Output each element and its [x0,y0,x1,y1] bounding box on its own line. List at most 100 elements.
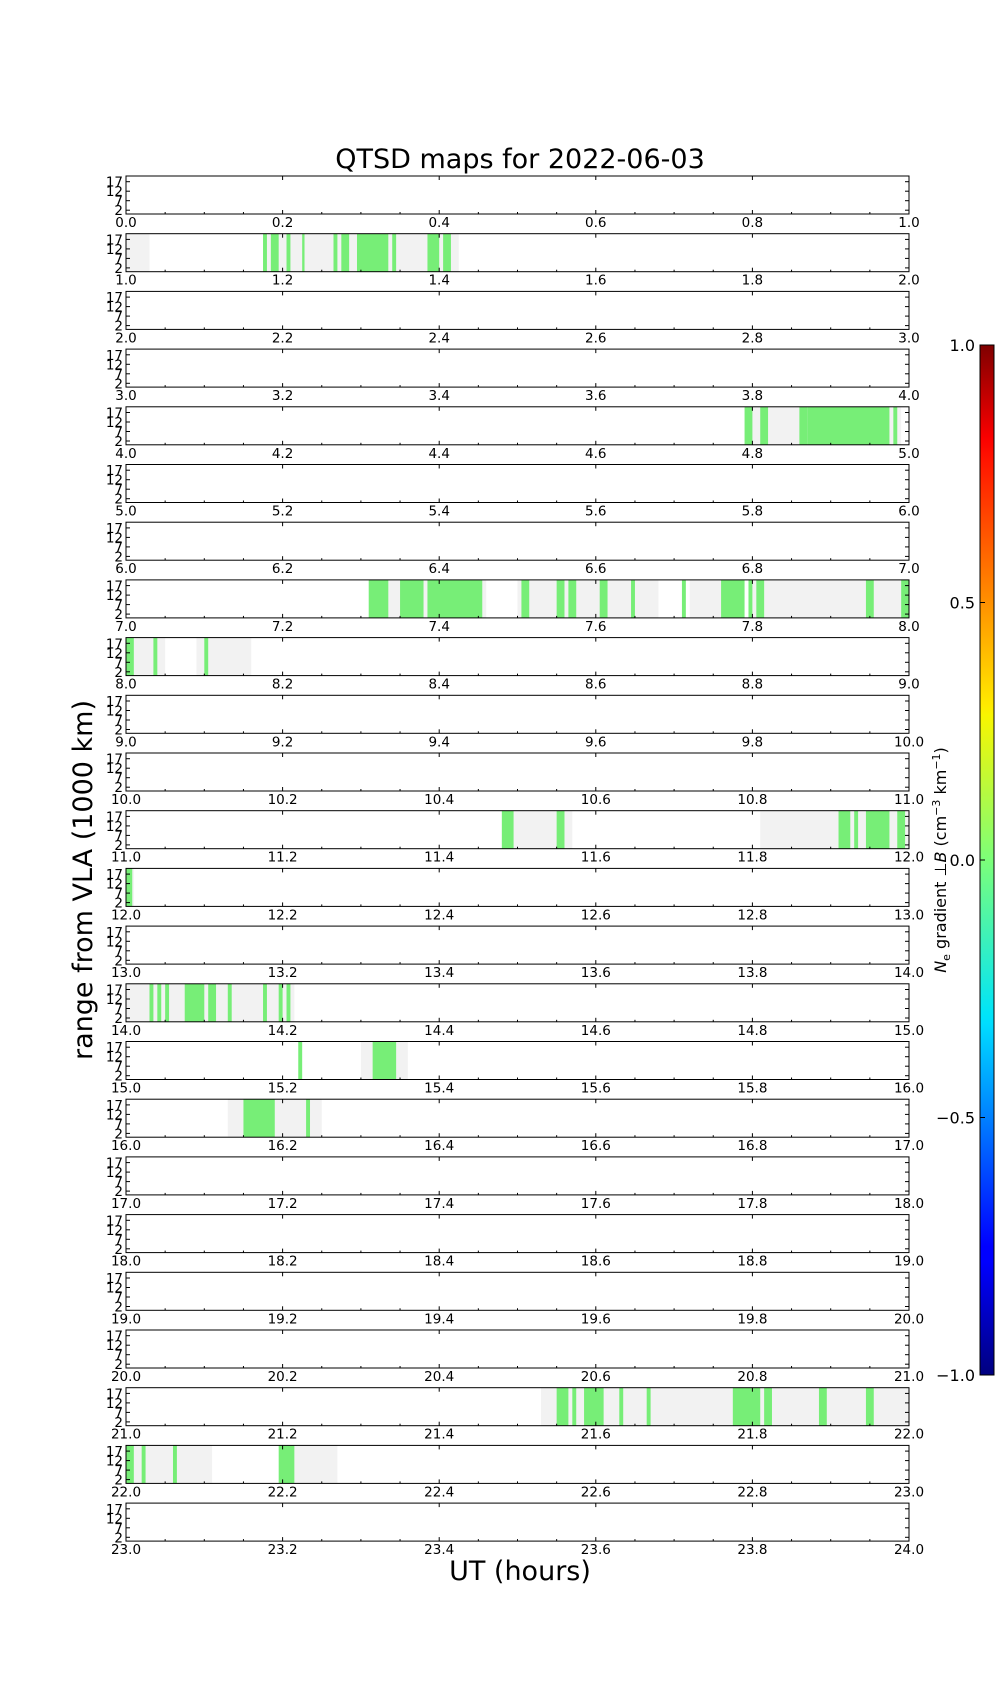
x-tick-label: 15.0 [894,1023,924,1039]
y-tick-label: 7 [114,309,123,325]
detection-bar [263,983,267,1022]
detection-bar [165,983,170,1022]
y-tick-label: 2 [114,780,123,796]
y-tick-label: 17 [106,1213,123,1229]
x-tick-label: 20.0 [111,1369,141,1385]
y-tick-label: 7 [114,771,123,787]
y-tick-label: 2 [114,203,123,219]
coverage-bar [126,233,150,272]
detection-bar [368,579,389,618]
y-tick-label: 17 [106,1386,123,1402]
x-tick-label: 9.0 [898,677,919,693]
x-tick-label: 7.8 [742,619,763,635]
y-tick-label: 7 [114,1405,123,1421]
y-tick-label: 12 [106,1454,123,1470]
x-tick-label: 19.0 [894,1254,924,1270]
x-tick-label: 19.0 [111,1311,141,1327]
detection-bar [568,579,577,618]
x-tick-label: 6.0 [898,504,919,520]
x-tick-label: 18.4 [424,1254,454,1270]
y-tick-label: 7 [114,1232,123,1248]
y-tick-label: 7 [114,1175,123,1191]
x-tick-label: 2.8 [742,330,763,346]
y-tick-label: 7 [114,1117,123,1133]
detection-bar [204,637,209,676]
y-tick-label: 17 [106,521,123,537]
y-tick-label: 17 [106,1156,123,1172]
x-tick-label: 18.8 [737,1254,767,1270]
x-tick-label: 11.0 [894,792,924,808]
y-tick-label: 17 [106,1098,123,1114]
x-tick-label: 8.2 [272,677,293,693]
colorbar-tick-label: 1.0 [950,336,975,355]
detection-bar [302,233,305,272]
x-tick-label: 1.4 [428,273,449,289]
x-tick-label: 20.0 [894,1311,924,1327]
chart-title: QTSD maps for 2022-06-03 [335,144,705,175]
x-tick-label: 13.0 [111,965,141,981]
panel-frame [125,290,910,330]
y-tick-label: 2 [114,1415,123,1431]
y-tick-label: 17 [106,348,123,364]
x-tick-label: 17.0 [111,1196,141,1212]
x-tick-label: 13.0 [894,907,924,923]
x-tick-label: 16.0 [894,1081,924,1097]
y-tick-label: 7 [114,1521,123,1537]
x-tick-label: 7.4 [428,619,449,635]
x-tick-label: 19.8 [737,1311,767,1327]
detection-bar [681,579,686,618]
x-tick-label: 1.0 [115,273,136,289]
x-tick-label: 2.0 [115,330,136,346]
y-tick-label: 2 [114,1011,123,1027]
y-tick-label: 17 [106,1329,123,1345]
detection-bar [306,1099,311,1138]
x-axis-label: UT (hours) [449,1556,591,1587]
detection-bar [427,579,483,618]
y-tick-label: 17 [106,867,123,883]
detection-bar [184,983,205,1022]
x-tick-label: 18.6 [581,1254,611,1270]
detection-bar [865,579,874,618]
detection-bar [732,1387,761,1426]
y-tick-label: 12 [106,1050,123,1066]
detection-bar [893,406,898,445]
y-tick-label: 12 [106,1396,123,1412]
y-tick-label: 12 [106,646,123,662]
y-tick-label: 2 [114,665,123,681]
x-tick-label: 20.2 [268,1369,298,1385]
x-tick-label: 3.2 [272,388,293,404]
x-tick-label: 14.4 [424,1023,454,1039]
detection-bar [263,233,267,272]
x-tick-label: 6.8 [742,561,763,577]
panel-frame [125,1444,910,1484]
detection-bar [341,233,350,272]
x-tick-label: 11.8 [737,850,767,866]
y-tick-label: 17 [106,1444,123,1460]
colorbar-tick-label: −1.0 [936,1366,975,1385]
y-tick-label: 17 [106,463,123,479]
x-tick-label: 5.0 [115,504,136,520]
x-tick-label: 11.4 [424,850,454,866]
y-tick-label: 12 [106,530,123,546]
x-tick-label: 7.0 [115,619,136,635]
x-tick-label: 17.0 [894,1138,924,1154]
x-tick-label: 18.0 [894,1196,924,1212]
y-tick-label: 7 [114,1002,123,1018]
panel-frame [125,752,910,792]
panel-frame [125,925,910,965]
panel-frame [125,1041,910,1080]
y-tick-label: 12 [106,300,123,316]
detection-bar [126,637,134,676]
detection-bar [556,579,565,618]
x-tick-label: 3.6 [585,388,606,404]
x-tick-label: 9.6 [585,734,606,750]
